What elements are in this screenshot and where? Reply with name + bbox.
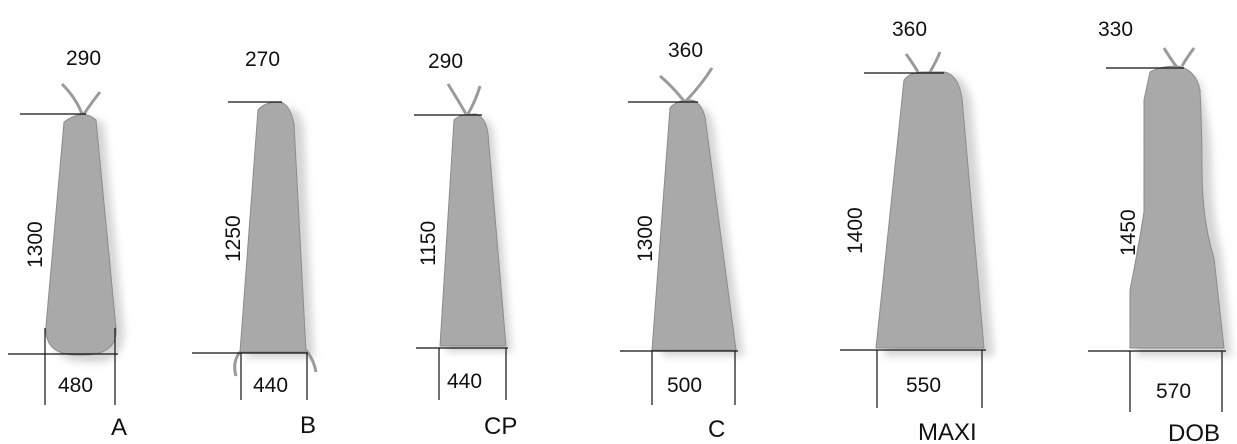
board-maxi-height: 1400 [844,207,867,254]
board-b: 270 1250 440 B [192,48,318,439]
board-cp: 290 1150 440 CP [414,50,517,440]
board-cp-tie [446,83,482,115]
board-cp-top-width: 290 [428,50,463,73]
board-dob-shape [1129,65,1225,349]
board-dob-name: DOB [1168,420,1220,444]
board-dob-top-width: 330 [1098,18,1133,41]
board-cp-name: CP [484,413,517,440]
board-c-bottom-width: 500 [667,374,702,397]
board-c: 360 1300 500 C [620,39,744,443]
board-a-tie [60,82,102,115]
board-c-top-width: 360 [668,39,703,62]
board-dob-bottom-width: 570 [1156,380,1191,403]
board-maxi-top-width: 360 [892,18,927,41]
board-c-name: C [708,416,725,443]
board-b-leg-left [233,351,242,377]
board-b-name: B [300,412,316,439]
board-cp-shape [439,113,507,347]
board-a-name: A [111,414,127,441]
board-c-shape [651,99,737,351]
board-a-bottom-width: 480 [58,374,93,397]
board-a-height: 1300 [24,221,47,268]
board-cp-height: 1150 [417,221,440,266]
board-c-tie [659,67,714,103]
board-b-leg-right [304,349,318,373]
board-b-top-width: 270 [245,48,280,71]
board-a: 290 1300 480 A [8,47,127,441]
board-maxi-shape [875,71,985,349]
board-maxi-name: MAXI [918,419,977,444]
board-b-bottom-width: 440 [253,374,288,397]
board-dob-tie [1162,47,1196,67]
board-maxi-tie [904,51,942,73]
board-b-height: 1250 [222,215,245,262]
board-maxi-bottom-width: 550 [906,374,941,397]
board-c-height: 1300 [634,215,657,262]
board-a-top-width: 290 [66,47,101,70]
board-dob-height: 1450 [1117,209,1140,256]
board-cp-bottom-width: 440 [447,370,482,393]
board-dob: 330 1450 570 DOB [1088,18,1232,444]
board-maxi: 360 1400 550 MAXI [840,18,994,444]
